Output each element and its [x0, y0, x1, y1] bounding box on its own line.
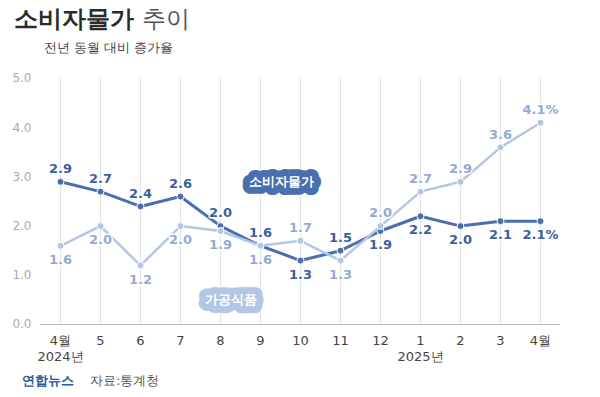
- svg-text:5: 5: [96, 333, 104, 348]
- svg-text:4.0: 4.0: [12, 121, 31, 135]
- svg-text:2.0: 2.0: [89, 232, 112, 247]
- svg-text:2.0: 2.0: [449, 232, 472, 247]
- svg-text:1.9: 1.9: [209, 237, 232, 252]
- svg-text:12: 12: [372, 333, 389, 348]
- svg-text:2: 2: [456, 333, 464, 348]
- svg-text:1.3: 1.3: [289, 267, 312, 282]
- html-text:전년 동월 대비 증가율: 전년 동월 대비 증가율: [44, 40, 174, 55]
- svg-text:2.0: 2.0: [209, 205, 232, 220]
- svg-text:1.6: 1.6: [49, 252, 72, 267]
- svg-text:3: 3: [496, 333, 504, 348]
- svg-text:2.9: 2.9: [449, 161, 472, 176]
- svg-text:3.0: 3.0: [12, 170, 31, 184]
- svg-text:가공식품: 가공식품: [205, 292, 257, 307]
- svg-text:4월2024년: 4월2024년: [37, 333, 83, 364]
- svg-text:2.7: 2.7: [89, 171, 112, 186]
- svg-text:3.6: 3.6: [489, 127, 512, 142]
- html-text:연합뉴스: 연합뉴스: [22, 373, 74, 388]
- svg-text:4월: 4월: [530, 333, 551, 348]
- svg-text:2.1%: 2.1%: [522, 227, 558, 242]
- svg-text:2.0: 2.0: [12, 219, 31, 233]
- svg-text:2.7: 2.7: [409, 171, 432, 186]
- svg-text:2.9: 2.9: [49, 161, 72, 176]
- svg-text:8: 8: [216, 333, 224, 348]
- svg-text:4.1%: 4.1%: [522, 102, 558, 117]
- svg-text:10: 10: [292, 333, 309, 348]
- svg-text:1.9: 1.9: [369, 237, 392, 252]
- html-text:소비자물가추이: 소비자물가추이: [14, 5, 190, 33]
- html-text:자료:통계청: 자료:통계청: [90, 373, 160, 388]
- svg-text:2.2: 2.2: [409, 222, 432, 237]
- svg-text:9: 9: [256, 333, 264, 348]
- svg-text:5.0: 5.0: [12, 71, 31, 85]
- svg-text:1.6: 1.6: [249, 252, 272, 267]
- svg-text:6: 6: [136, 333, 144, 348]
- svg-text:1.3: 1.3: [329, 267, 352, 282]
- svg-text:12025년: 12025년: [397, 333, 443, 364]
- svg-text:1.2: 1.2: [129, 272, 152, 287]
- svg-text:2.6: 2.6: [169, 176, 192, 191]
- svg-text:1.0: 1.0: [12, 268, 31, 282]
- svg-text:2.4: 2.4: [129, 186, 152, 201]
- svg-text:소비자물가: 소비자물가: [249, 174, 314, 189]
- svg-text:0.0: 0.0: [12, 317, 31, 331]
- svg-text:2.0: 2.0: [169, 232, 192, 247]
- svg-text:7: 7: [176, 333, 184, 348]
- svg-text:1.5: 1.5: [329, 230, 352, 245]
- svg-text:1.7: 1.7: [289, 220, 312, 235]
- svg-text:2.0: 2.0: [369, 205, 392, 220]
- svg-text:11: 11: [332, 333, 349, 348]
- svg-text:2.1: 2.1: [489, 227, 512, 242]
- svg-text:1.6: 1.6: [249, 225, 272, 240]
